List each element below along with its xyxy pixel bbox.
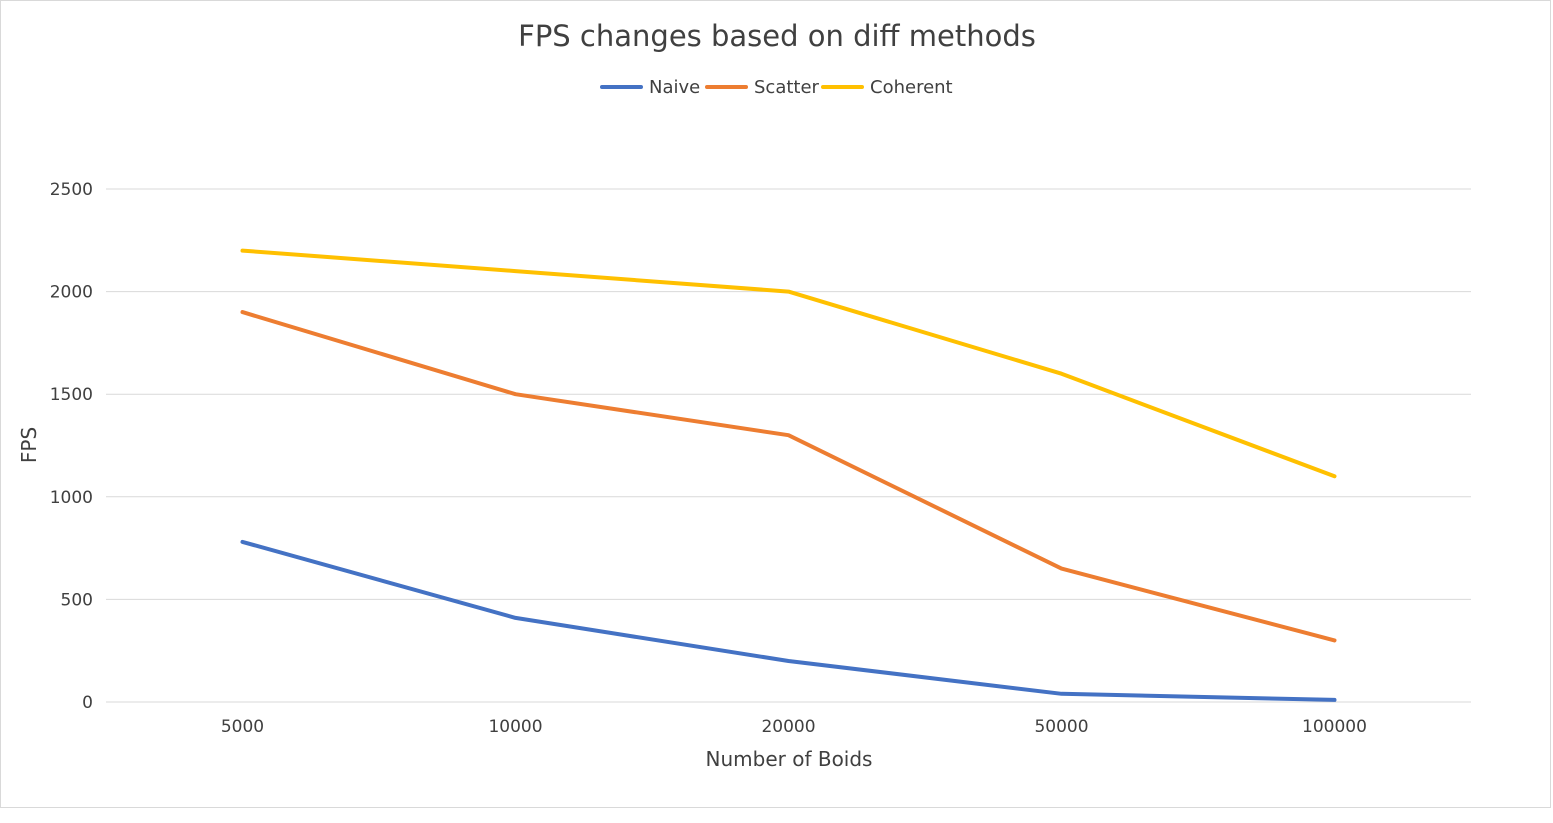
y-tick-label: 1000	[50, 488, 93, 508]
y-tick-label: 2000	[50, 283, 93, 303]
y-axis-title: FPS	[17, 427, 41, 463]
legend-label-scatter: Scatter	[754, 77, 820, 98]
x-tick-label: 20000	[761, 717, 815, 737]
series-line-scatter	[240, 310, 1337, 643]
x-tick-label: 10000	[488, 717, 542, 737]
y-tick-label: 2500	[50, 180, 93, 200]
x-tick-label: 100000	[1302, 717, 1367, 737]
x-tick-label: 5000	[221, 717, 264, 737]
chart-title: FPS changes based on diff methods	[518, 19, 1036, 53]
x-axis-title: Number of Boids	[706, 747, 873, 771]
y-tick-label: 500	[61, 590, 93, 610]
legend: Naive Scatter Coherent	[600, 77, 953, 98]
series-line-naive	[240, 539, 1337, 702]
y-tick-label: 1500	[50, 385, 93, 405]
x-axis-ticks: 5000 10000 20000 50000 100000	[221, 717, 1367, 737]
series-line-coherent	[240, 248, 1337, 479]
series-lines	[240, 248, 1337, 702]
y-axis-ticks: 0 500 1000 1500 2000 2500	[50, 180, 93, 713]
legend-label-naive: Naive	[649, 77, 700, 98]
legend-label-coherent: Coherent	[870, 77, 953, 98]
gridlines	[106, 188, 1471, 703]
y-tick-label: 0	[82, 693, 93, 713]
x-tick-label: 50000	[1034, 717, 1088, 737]
